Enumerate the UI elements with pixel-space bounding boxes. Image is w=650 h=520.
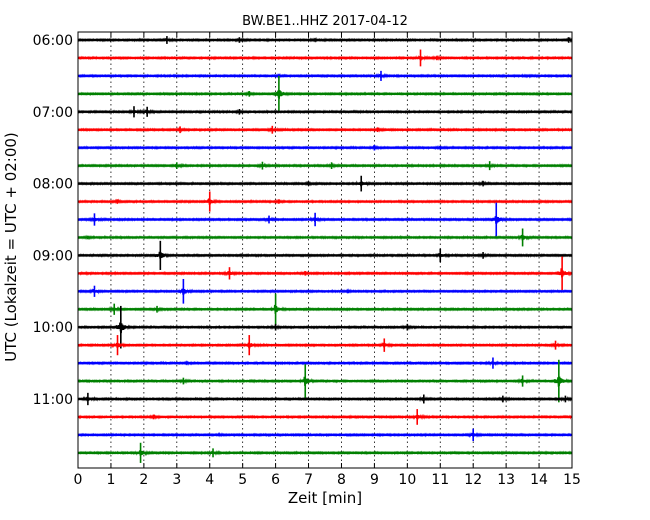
x-tick-label: 1	[106, 472, 115, 488]
trace-0915	[77, 256, 573, 291]
trace-1045	[77, 359, 573, 403]
trace-waveform	[77, 234, 573, 241]
y-axis-label: UTC (Lokalzeit = UTC + 02:00)	[2, 132, 20, 362]
trace-0745	[77, 161, 573, 171]
trace-0615	[77, 49, 573, 67]
x-tick-label: 11	[431, 472, 449, 488]
trace-waveform	[77, 108, 573, 115]
trace-0930	[77, 278, 573, 304]
trace-waveform	[77, 72, 573, 79]
plot-frame	[77, 31, 573, 469]
trace-1115	[77, 409, 573, 425]
y-axis-ticks: 06:00 07:00 08:00 09:00 10:00 11:00	[33, 33, 572, 408]
trace-waveform	[77, 162, 573, 169]
trace-0630	[77, 70, 573, 81]
x-tick-label: 5	[238, 472, 247, 488]
trace-0715	[77, 125, 573, 134]
trace-0800	[77, 175, 573, 192]
trace-0700	[77, 106, 573, 118]
trace-0900	[77, 240, 573, 270]
grid-lines	[110, 32, 540, 468]
trace-1145	[77, 442, 573, 463]
x-tick-label: 8	[337, 472, 346, 488]
x-axis-ticks: 0 1 2 3 4 5 6 7 8 9 10 11 12 13 14 15	[74, 32, 581, 488]
x-axis-label: Zeit [min]	[288, 489, 362, 507]
trace-0945	[77, 293, 573, 325]
trace-1130	[77, 428, 573, 442]
trace-waveform	[77, 55, 573, 61]
trace-1000	[77, 305, 573, 349]
trace-0645	[77, 75, 573, 112]
trace-waveform	[77, 36, 573, 44]
trace-waveform	[77, 360, 573, 367]
y-tick-label: 10:00	[33, 320, 73, 336]
trace-1015	[77, 335, 573, 356]
trace-waveform	[77, 396, 573, 403]
trace-waveform	[77, 268, 573, 278]
trace-waveform	[77, 89, 573, 99]
traces	[77, 36, 573, 463]
x-tick-label: 7	[304, 472, 313, 488]
x-tick-label: 9	[370, 472, 379, 488]
trace-waveform	[77, 180, 573, 187]
trace-0730	[77, 144, 573, 151]
y-tick-label: 09:00	[33, 248, 73, 264]
chart-title: BW.BE1..HHZ 2017-04-12	[242, 14, 408, 29]
x-tick-label: 14	[530, 472, 548, 488]
x-tick-label: 12	[464, 472, 482, 488]
trace-waveform	[77, 413, 573, 420]
trace-waveform	[77, 215, 573, 224]
y-tick-label: 11:00	[33, 392, 73, 408]
trace-1100	[77, 392, 573, 406]
y-tick-label: 08:00	[33, 177, 73, 193]
trace-0600	[77, 36, 573, 44]
trace-waveform	[77, 198, 573, 205]
trace-waveform	[77, 288, 573, 295]
trace-waveform	[77, 431, 573, 438]
x-tick-label: 0	[74, 472, 83, 488]
y-tick-label: 06:00	[33, 33, 73, 49]
x-tick-label: 13	[497, 472, 515, 488]
trace-waveform	[77, 341, 573, 349]
trace-0815	[77, 191, 573, 212]
trace-waveform	[77, 144, 573, 151]
x-tick-label: 2	[139, 472, 148, 488]
trace-0845	[77, 228, 573, 247]
trace-waveform	[77, 450, 573, 457]
trace-waveform	[77, 304, 573, 314]
x-tick-label: 3	[172, 472, 181, 488]
trace-waveform	[77, 376, 573, 387]
trace-waveform	[77, 126, 573, 133]
x-tick-label: 10	[398, 472, 416, 488]
x-tick-label: 4	[205, 472, 214, 488]
trace-waveform	[77, 251, 573, 259]
x-tick-label: 6	[271, 472, 280, 488]
trace-0830	[77, 202, 573, 237]
trace-waveform	[77, 321, 573, 334]
y-tick-label: 07:00	[33, 105, 73, 121]
x-tick-label: 15	[563, 472, 581, 488]
trace-1030	[77, 357, 573, 369]
